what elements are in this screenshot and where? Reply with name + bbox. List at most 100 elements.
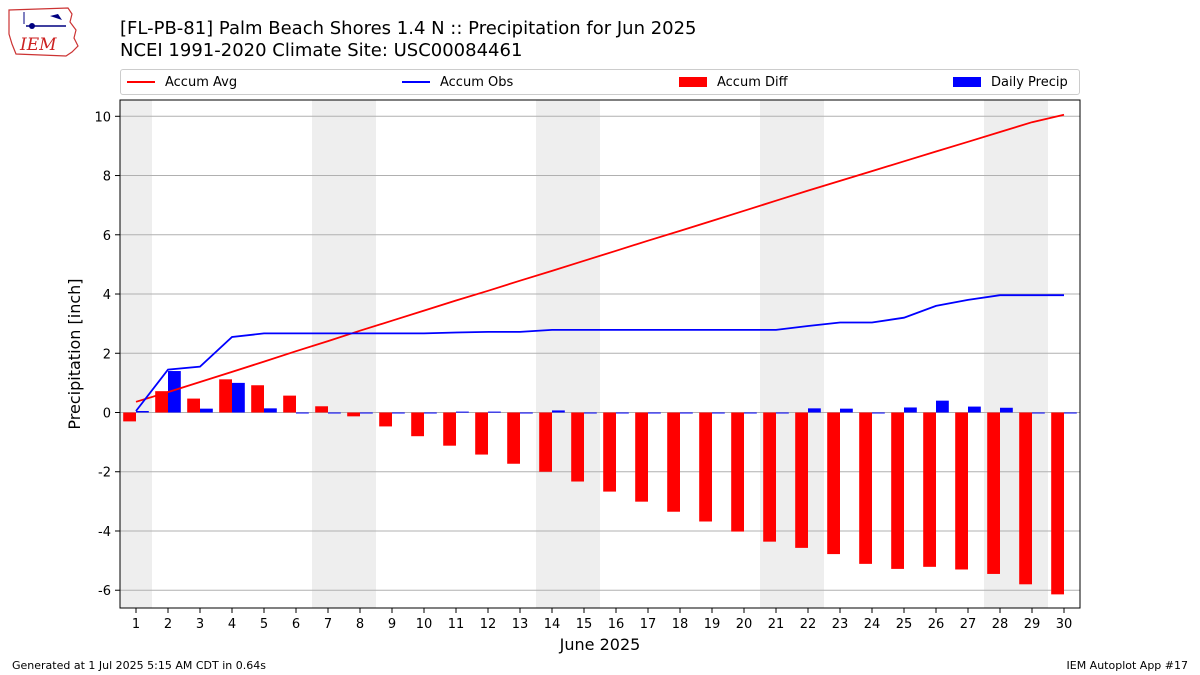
accum-diff-bar: [603, 412, 616, 492]
app-id: IEM Autoplot App #17: [1066, 659, 1189, 672]
daily-precip-bar: [936, 400, 949, 413]
accum-diff-bar: [795, 412, 808, 548]
x-tick-label: 24: [864, 617, 881, 632]
legend-item-accum-avg: Accum Avg: [127, 70, 237, 94]
daily-precip-bar: [424, 412, 437, 414]
x-tick-label: 3: [196, 617, 204, 632]
y-tick-label: 0: [103, 407, 111, 422]
weekend-band: [312, 100, 344, 608]
svg-text:IEM: IEM: [19, 35, 57, 55]
weekend-band: [120, 100, 152, 608]
accum-diff-bar: [187, 398, 200, 413]
x-tick-label: 11: [448, 617, 465, 632]
weekend-band: [568, 100, 600, 608]
x-tick-label: 28: [992, 617, 1009, 632]
legend-swatch-accum-avg: [127, 81, 155, 83]
x-tick-label: 26: [928, 617, 945, 632]
daily-precip-bar: [776, 412, 789, 414]
accum-diff-bar: [667, 412, 680, 512]
x-tick-label: 6: [292, 617, 300, 632]
x-axis-label: June 2025: [559, 635, 641, 654]
accum-diff-bar: [987, 412, 1000, 574]
x-tick-label: 12: [480, 617, 497, 632]
daily-precip-bar: [488, 411, 501, 413]
daily-precip-bar: [616, 412, 629, 414]
weekend-band: [344, 100, 376, 608]
x-tick-label: 10: [416, 617, 433, 632]
x-tick-label: 15: [576, 617, 593, 632]
x-tick-label: 8: [356, 617, 364, 632]
accum-diff-bar: [219, 379, 232, 413]
accum-diff-bar: [571, 412, 584, 482]
x-tick-label: 27: [960, 617, 977, 632]
accum-obs-line: [135, 294, 1064, 412]
daily-precip-bar: [360, 412, 373, 414]
accum-diff-bar: [123, 412, 136, 422]
x-tick-label: 20: [736, 617, 753, 632]
x-tick-label: 21: [768, 617, 785, 632]
y-tick-label: 8: [103, 170, 111, 185]
x-tick-label: 13: [512, 617, 529, 632]
accum-diff-bar: [731, 412, 744, 532]
y-tick-label: 2: [103, 347, 111, 362]
daily-precip-bar: [456, 411, 469, 413]
y-tick-label: -4: [98, 525, 111, 540]
daily-precip-bar: [1000, 407, 1013, 413]
legend-item-accum-obs: Accum Obs: [402, 70, 513, 94]
accum-diff-bar: [635, 412, 648, 502]
x-tick-label: 7: [324, 617, 332, 632]
daily-precip-bar: [264, 408, 277, 413]
accum-diff-bar: [1051, 412, 1064, 595]
plot-frame: [119, 99, 1081, 609]
y-tick-label: -6: [98, 584, 111, 599]
daily-precip-bar: [136, 411, 149, 413]
accum-diff-bar: [699, 412, 712, 522]
accum-diff-bar: [923, 412, 936, 567]
x-tick-label: 30: [1056, 617, 1073, 632]
x-tick-label: 23: [832, 617, 849, 632]
daily-precip-bar: [872, 412, 885, 414]
legend-label-accum-obs: Accum Obs: [440, 74, 514, 90]
line-series: [135, 113, 1065, 412]
chart-legend: Accum Avg Accum Obs Accum Diff Daily Pre…: [120, 69, 1080, 95]
y-axis-label: Precipitation [inch]: [65, 278, 84, 429]
daily-precip-bar: [1064, 412, 1077, 414]
daily-precip-bar: [808, 408, 821, 413]
accum-diff-bar: [955, 412, 968, 570]
x-tick-label: 2: [164, 617, 172, 632]
weekend-band: [536, 100, 568, 608]
accum-diff-bar: [155, 391, 168, 413]
daily-precip-bar: [904, 407, 917, 413]
daily-precip-bar: [200, 408, 213, 413]
legend-item-accum-diff: Accum Diff: [679, 70, 788, 94]
accum-diff-bar: [1019, 412, 1032, 585]
legend-swatch-accum-obs: [402, 81, 430, 83]
x-tick-label: 18: [672, 617, 689, 632]
x-tick-label: 4: [228, 617, 236, 632]
accum-diff-bar: [379, 412, 392, 427]
daily-precip-bar: [584, 412, 597, 414]
daily-precip-bar: [168, 371, 181, 413]
daily-precip-bar: [296, 412, 309, 414]
accum-diff-bar: [283, 395, 296, 413]
legend-label-accum-avg: Accum Avg: [165, 74, 238, 90]
daily-precip-bar: [552, 410, 565, 413]
y-tick-label: -2: [98, 466, 111, 481]
accum-diff-bar: [539, 412, 552, 472]
daily-precip-bar: [744, 412, 757, 414]
x-tick-label: 9: [388, 617, 396, 632]
accum-avg-line: [135, 113, 1065, 403]
daily-precip-bar: [1032, 412, 1045, 414]
iem-logo: IEM: [8, 7, 79, 57]
accum-diff-bar: [891, 412, 904, 569]
accum-diff-bar: [859, 412, 872, 564]
weekend-shading: [120, 100, 1048, 608]
daily-precip-bar: [840, 408, 853, 413]
legend-label-daily-precip: Daily Precip: [991, 74, 1068, 90]
accum-diff-bar: [315, 406, 328, 413]
accum-diff-bar: [827, 412, 840, 555]
y-tick-label: 10: [94, 110, 111, 125]
daily-precip-bar: [680, 412, 693, 414]
